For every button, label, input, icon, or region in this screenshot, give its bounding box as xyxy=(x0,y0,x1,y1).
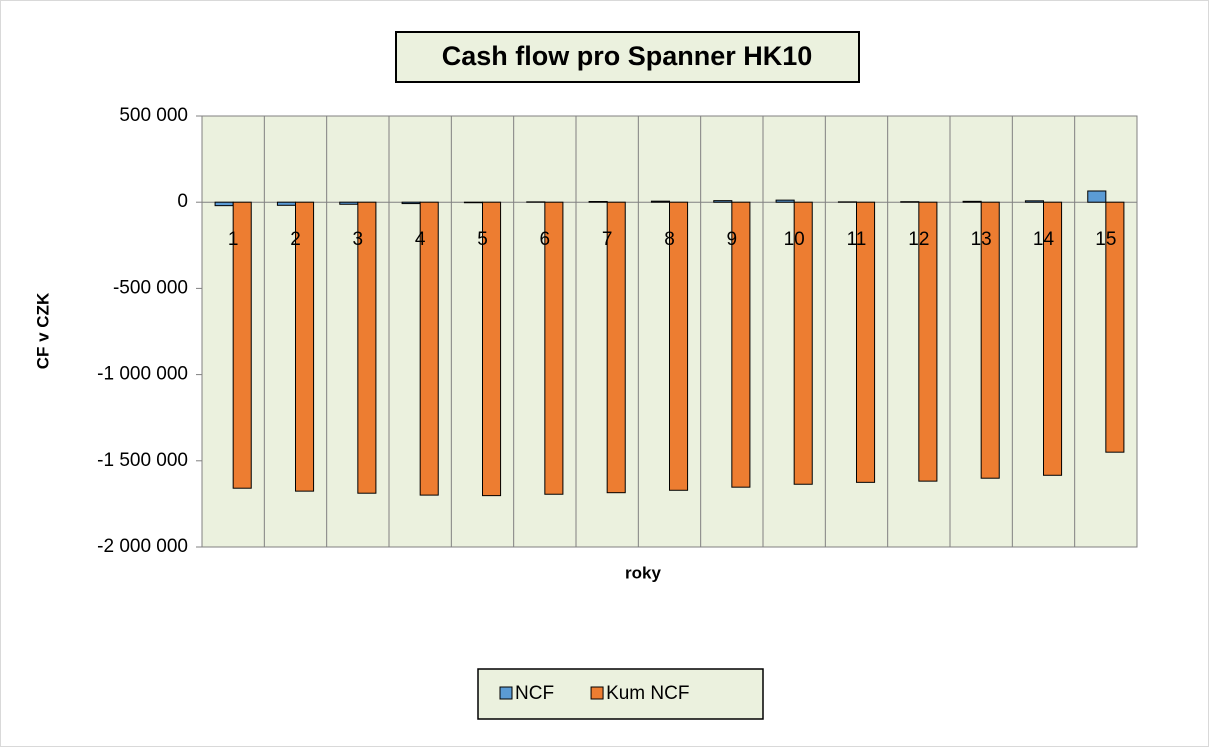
bar xyxy=(214,201,234,207)
x-tick-label: 3 xyxy=(353,229,364,250)
bar xyxy=(463,201,484,204)
y-tick-label: -1 000 000 xyxy=(97,364,188,385)
bar xyxy=(1087,190,1107,203)
x-tick-label: 10 xyxy=(784,229,805,250)
bar xyxy=(980,201,1000,479)
x-tick-label: 5 xyxy=(477,229,488,250)
x-tick-label: 1 xyxy=(228,229,239,250)
x-tick-label: 2 xyxy=(290,229,301,250)
bar xyxy=(856,201,876,483)
y-tick-label: -2 000 000 xyxy=(97,536,188,557)
x-tick-label: 6 xyxy=(540,229,551,250)
bar xyxy=(357,201,377,494)
x-tick-label: 8 xyxy=(664,229,675,250)
bar xyxy=(900,201,920,203)
legend-swatch xyxy=(590,686,604,700)
bar xyxy=(713,200,733,203)
legend-label: NCF xyxy=(515,683,554,704)
chart-title: Cash flow pro Spanner HK10 xyxy=(442,41,813,71)
bar xyxy=(669,201,689,491)
bar xyxy=(1024,200,1045,203)
x-tick-label: 11 xyxy=(847,229,867,250)
legend-box xyxy=(477,668,764,720)
y-tick-label: -500 000 xyxy=(113,277,188,298)
bar xyxy=(419,201,439,496)
y-axis-title: CF v CZK xyxy=(33,292,52,369)
y-tick-label: -1 500 000 xyxy=(97,450,188,471)
bar xyxy=(1105,201,1125,453)
x-tick-label: 14 xyxy=(1033,229,1055,250)
x-tick-label: 15 xyxy=(1095,229,1116,250)
x-axis-title: roky xyxy=(625,563,661,582)
bar xyxy=(606,201,626,494)
x-tick-label: 4 xyxy=(415,229,426,250)
bar xyxy=(731,201,751,488)
x-tick-label: 13 xyxy=(971,229,992,250)
bar xyxy=(793,201,813,485)
y-tick-label: 500 000 xyxy=(119,105,188,126)
bar xyxy=(775,199,795,203)
bar xyxy=(588,201,608,203)
bar xyxy=(401,201,421,205)
bar xyxy=(962,200,982,203)
x-tick-label: 7 xyxy=(602,229,613,250)
bar xyxy=(1043,201,1063,476)
x-tick-label: 9 xyxy=(727,229,738,250)
title-box xyxy=(395,31,860,83)
bar xyxy=(650,200,671,203)
legend-swatch xyxy=(499,686,513,700)
x-tick-label: 12 xyxy=(908,229,929,250)
bar xyxy=(482,201,502,497)
bar xyxy=(295,201,315,492)
y-tick-label: 0 xyxy=(177,191,188,212)
bar xyxy=(232,201,252,489)
bar xyxy=(918,201,938,482)
bar xyxy=(544,201,564,495)
legend-label: Kum NCF xyxy=(606,683,689,704)
bar xyxy=(339,201,359,205)
bar xyxy=(276,201,297,206)
